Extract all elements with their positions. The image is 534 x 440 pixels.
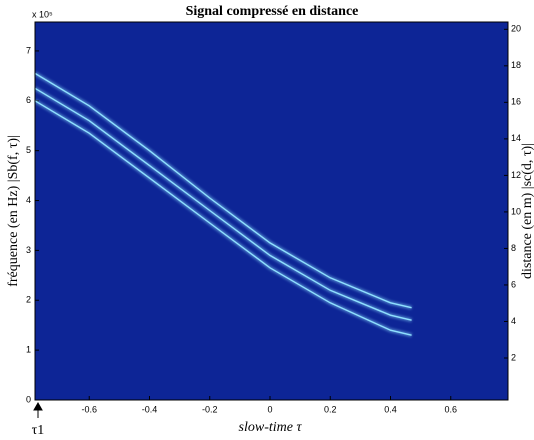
y-tick-label: 5 — [26, 145, 31, 155]
x-tick-label: -0.6 — [81, 404, 97, 414]
x-tick-label: 0.2 — [324, 404, 337, 414]
plot-background — [35, 22, 508, 400]
x-tick-label: 0.4 — [384, 404, 397, 414]
x-tick-label: -0.2 — [202, 404, 218, 414]
x-tick-label: 0 — [267, 404, 272, 414]
chart-title: Signal compressé en distance — [186, 4, 359, 19]
y-tick-label: 6 — [26, 95, 31, 105]
curve — [34, 72, 412, 309]
curve — [34, 87, 412, 321]
y2-tick-label: 16 — [511, 97, 521, 107]
annotation: τ1 — [32, 423, 45, 438]
y2-tick-label: 8 — [511, 243, 516, 253]
curve — [34, 100, 412, 336]
y2-tick-label: 4 — [511, 316, 516, 326]
y-tick-label: 7 — [26, 45, 31, 55]
y2-tick-label: 10 — [511, 206, 521, 216]
y-tick-label: 0 — [26, 394, 31, 404]
x-tick-label: -0.4 — [142, 404, 158, 414]
y2-tick-label: 18 — [511, 60, 521, 70]
annotation-arrow — [33, 401, 43, 418]
y-tick-label: 1 — [26, 345, 31, 355]
plot-frame — [34, 21, 509, 401]
y-tick-label: 4 — [26, 195, 31, 205]
x-axis-label: slow-time τ — [239, 420, 303, 435]
y2-tick-label: 6 — [511, 279, 516, 289]
y2-axis-label: distance (en m) |sc(d, τ)| — [520, 143, 534, 279]
y-tick-label: 2 — [26, 295, 31, 305]
y2-tick-label: 20 — [511, 24, 521, 34]
y2-tick-label: 12 — [511, 170, 521, 180]
y-axis-label: fréquence (en Hz) |Sb(f, τ)| — [6, 135, 21, 287]
x-tick-label: 0.6 — [445, 404, 458, 414]
y-exponent-label: x 10⁵ — [32, 9, 53, 19]
y2-tick-label: 2 — [511, 352, 516, 362]
y-tick-label: 3 — [26, 245, 31, 255]
y2-tick-label: 14 — [511, 133, 521, 143]
